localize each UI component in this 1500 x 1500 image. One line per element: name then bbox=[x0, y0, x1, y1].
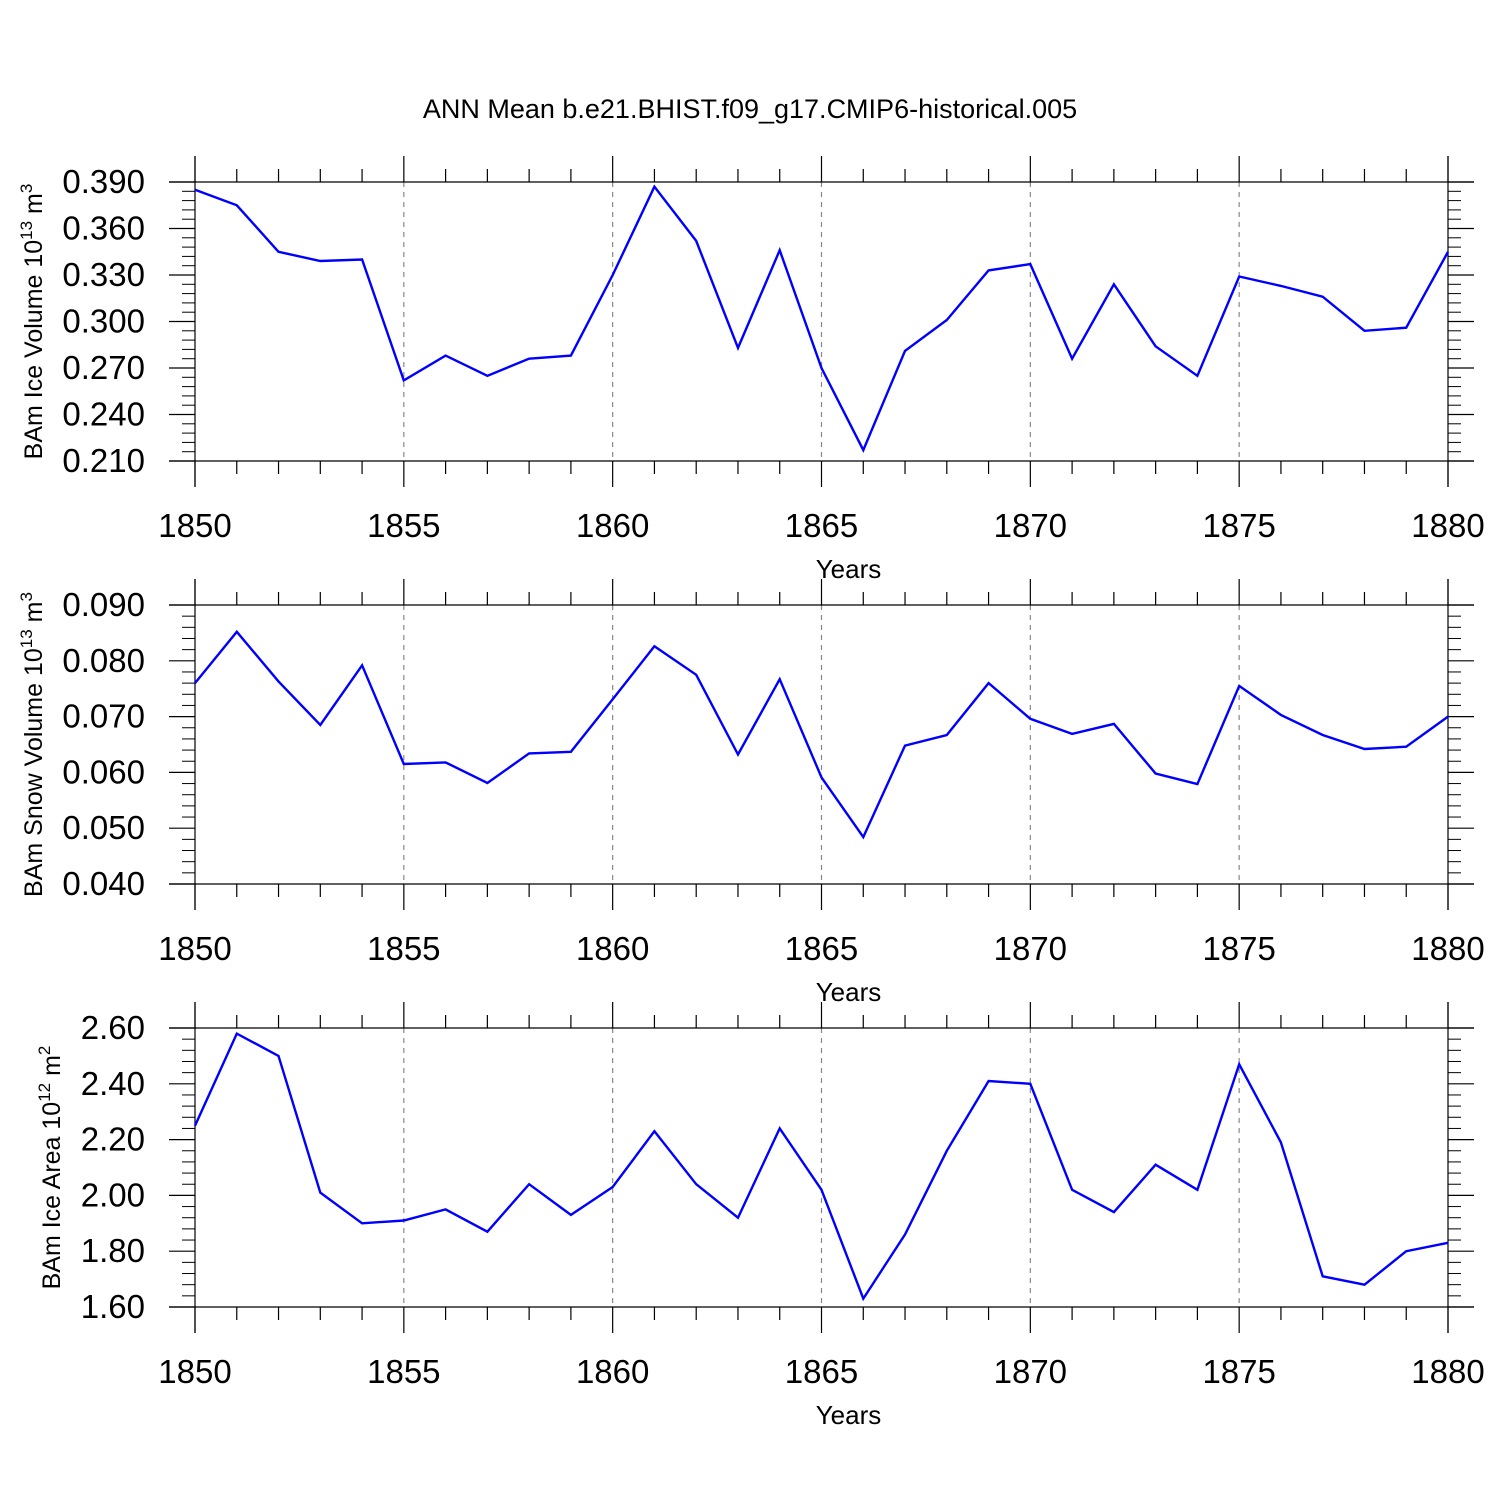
y-tick-label: 0.330 bbox=[62, 256, 145, 293]
y-axis-title-part: m bbox=[20, 602, 48, 630]
y-tick-label: 1.60 bbox=[81, 1288, 145, 1325]
y-tick-label: 2.20 bbox=[81, 1121, 145, 1158]
x-tick-label: 1875 bbox=[1202, 1353, 1275, 1390]
x-tick-label: 1880 bbox=[1411, 1353, 1484, 1390]
series-line bbox=[193, 1031, 1449, 1302]
x-tick-label: 1850 bbox=[158, 507, 231, 544]
y-tick-label: 1.80 bbox=[81, 1232, 145, 1269]
y-axis-title-superscript: 13 bbox=[17, 221, 36, 240]
x-tick-label: 1870 bbox=[994, 1353, 1067, 1390]
x-tick-label: 1850 bbox=[158, 930, 231, 967]
y-tick-label: 0.360 bbox=[62, 210, 145, 247]
x-tick-label: 1880 bbox=[1411, 930, 1484, 967]
x-axis-title: Years bbox=[816, 554, 882, 584]
y-axis-title-part: m bbox=[38, 1055, 66, 1083]
y-tick-label: 2.40 bbox=[81, 1065, 145, 1102]
y-axis-title-part: m bbox=[20, 193, 48, 221]
y-axis-title: BAm Snow Volume 1013 m3 bbox=[17, 592, 48, 897]
y-axis-title-superscript: 3 bbox=[17, 184, 36, 193]
x-tick-label: 1875 bbox=[1202, 930, 1275, 967]
x-axis-title: Years bbox=[816, 1400, 882, 1430]
x-tick-label: 1870 bbox=[994, 930, 1067, 967]
panel-2: 0.040 0.050 0.060 0.070 0.080 0.090 1850 1855 18… bbox=[17, 579, 1485, 1007]
y-axis-title-part: BAm Snow Volume 10 bbox=[20, 648, 48, 897]
x-tick-label: 1860 bbox=[576, 930, 649, 967]
y-axis-title-superscript: 2 bbox=[35, 1046, 54, 1055]
y-tick-label: 0.270 bbox=[62, 349, 145, 386]
x-tick-label: 1855 bbox=[367, 1353, 440, 1390]
chart-title: ANN Mean b.e21.BHIST.f09_g17.CMIP6-histo… bbox=[423, 94, 1077, 124]
y-tick-label: 0.300 bbox=[62, 303, 145, 340]
x-tick-label: 1875 bbox=[1202, 507, 1275, 544]
y-tick-label: 0.060 bbox=[62, 753, 145, 790]
x-tick-label: 1865 bbox=[785, 507, 858, 544]
y-axis-title-part: BAm Ice Area 10 bbox=[38, 1102, 66, 1290]
panel-1: 0.210 0.240 0.270 0.300 0.330 0.360 0.390 1850 1… bbox=[17, 156, 1485, 584]
y-tick-label: 2.00 bbox=[81, 1176, 145, 1213]
y-tick-label: 0.050 bbox=[62, 809, 145, 846]
y-tick-label: 0.040 bbox=[62, 865, 145, 902]
y-axis-title-superscript: 13 bbox=[17, 629, 36, 648]
x-tick-label: 1860 bbox=[576, 507, 649, 544]
y-tick-label: 2.60 bbox=[81, 1009, 145, 1046]
y-tick-label: 0.210 bbox=[62, 442, 145, 479]
series-line bbox=[194, 629, 1449, 840]
y-tick-label: 0.080 bbox=[62, 642, 145, 679]
x-tick-label: 1880 bbox=[1411, 507, 1484, 544]
x-axis-title: Years bbox=[816, 977, 882, 1007]
x-tick-label: 1850 bbox=[158, 1353, 231, 1390]
y-axis-title-part: BAm Ice Volume 10 bbox=[20, 240, 48, 460]
panel-3: 1.60 1.80 2.00 2.20 2.40 2.60 1850 1855 1860 1865… bbox=[35, 1002, 1485, 1430]
y-tick-label: 0.240 bbox=[62, 396, 145, 433]
y-tick-label: 0.070 bbox=[62, 698, 145, 735]
y-axis-title: BAm Ice Volume 1013 m3 bbox=[17, 184, 48, 460]
y-axis-title-superscript: 12 bbox=[35, 1083, 54, 1102]
y-tick-label: 0.090 bbox=[62, 586, 145, 623]
x-tick-label: 1855 bbox=[367, 507, 440, 544]
x-tick-label: 1870 bbox=[994, 507, 1067, 544]
series-line bbox=[194, 184, 1450, 453]
x-tick-label: 1865 bbox=[785, 1353, 858, 1390]
y-tick-label: 0.390 bbox=[62, 163, 145, 200]
y-axis-title: BAm Ice Area 1012 m2 bbox=[35, 1046, 66, 1290]
x-tick-label: 1860 bbox=[576, 1353, 649, 1390]
x-tick-label: 1855 bbox=[367, 930, 440, 967]
x-tick-label: 1865 bbox=[785, 930, 858, 967]
y-axis-title-superscript: 3 bbox=[17, 592, 36, 601]
